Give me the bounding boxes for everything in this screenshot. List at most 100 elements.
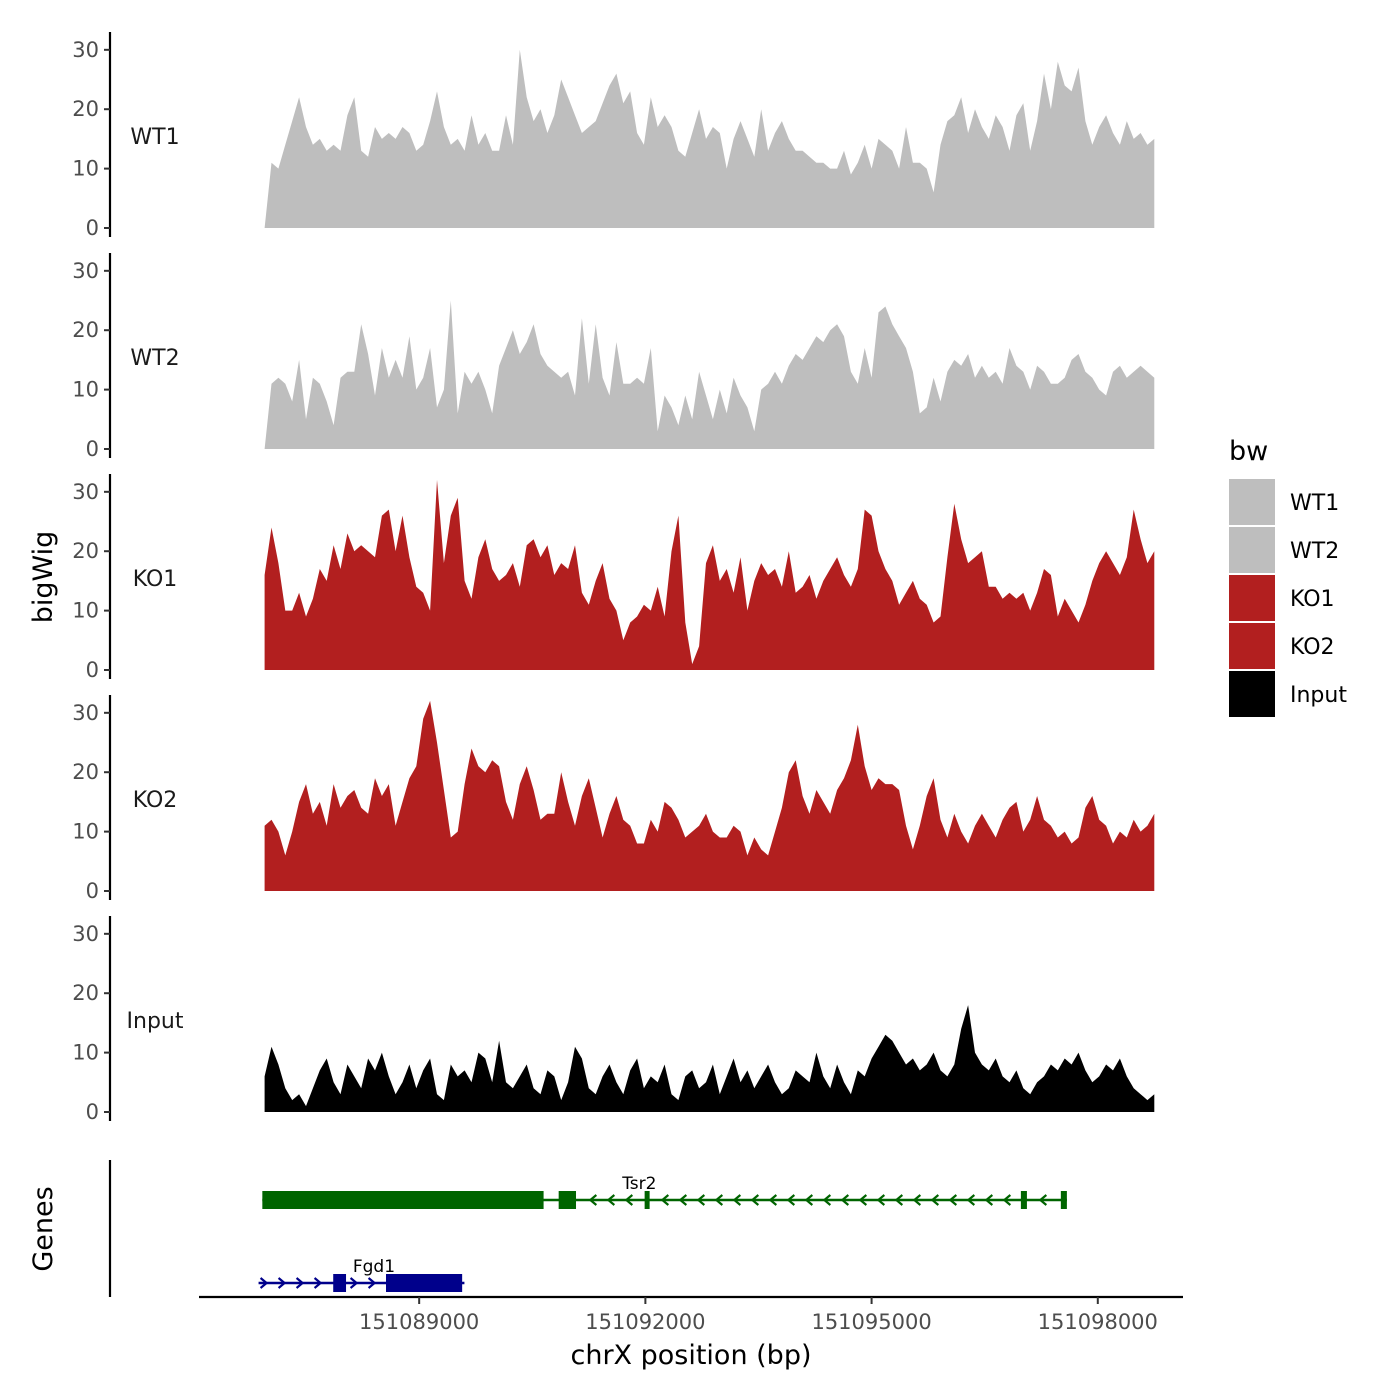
- genes-track-label: Genes: [28, 1186, 59, 1271]
- gene-exon: [385, 1274, 463, 1292]
- strand-chevron: [786, 1194, 796, 1206]
- strand-chevron: [624, 1194, 634, 1206]
- strand-chevron: [750, 1194, 760, 1206]
- gene-exon: [558, 1191, 577, 1209]
- legend-entry-ko1: KO1: [1229, 575, 1335, 621]
- y-tick-label: 0: [86, 216, 99, 240]
- strand-chevron: [1038, 1194, 1048, 1206]
- coverage-tracks: 0 10 20 30 WT1 0 10 20 30 WT2 0 10 20 30 KO1 0 10 20 30 KO2…: [72, 32, 1155, 1124]
- coverage-area-ko1: [264, 479, 1155, 670]
- strand-chevron: [295, 1277, 305, 1289]
- coverage-area-wt1: [264, 49, 1155, 228]
- x-axis: chrX position (bp) 151089000 151092000 151…: [199, 1295, 1183, 1371]
- strand-chevron: [349, 1277, 359, 1289]
- gene-tsr2: Tsr2: [262, 1174, 1067, 1209]
- y-tick-label: 20: [72, 760, 99, 784]
- y-tick-label: 30: [72, 922, 99, 946]
- legend-entry-ko2: KO2: [1229, 623, 1335, 669]
- strand-chevron: [732, 1194, 742, 1206]
- gene-exon: [1060, 1191, 1067, 1209]
- legend-entry-wt1: WT1: [1229, 479, 1339, 525]
- strand-chevron: [714, 1194, 724, 1206]
- legend-label: Input: [1290, 683, 1347, 708]
- strand-chevron: [588, 1194, 598, 1206]
- strand-chevron: [606, 1194, 616, 1206]
- y-tick-label: 10: [72, 1041, 99, 1065]
- strand-chevron: [678, 1194, 688, 1206]
- gene-exon: [644, 1191, 650, 1209]
- strand-chevron: [876, 1194, 886, 1206]
- y-tick-label: 20: [72, 539, 99, 563]
- strand-chevron: [768, 1194, 778, 1206]
- track-label: WT1: [130, 125, 179, 150]
- track-panel-wt1: 0 10 20 30 WT1: [72, 32, 1155, 240]
- y-tick-label: 10: [72, 599, 99, 623]
- gene-label: Tsr2: [621, 1174, 656, 1194]
- strand-chevron: [313, 1277, 323, 1289]
- gene-exon: [333, 1274, 347, 1292]
- y-tick-label: 30: [72, 38, 99, 62]
- gene-label: Fgd1: [353, 1257, 395, 1277]
- y-tick-label: 10: [72, 820, 99, 844]
- coverage-area-wt2: [264, 300, 1155, 449]
- y-tick-label: 30: [72, 259, 99, 283]
- legend-label: WT2: [1290, 539, 1339, 564]
- y-tick-label: 30: [72, 701, 99, 725]
- strand-chevron: [912, 1194, 922, 1206]
- strand-chevron: [930, 1194, 940, 1206]
- track-label: WT2: [130, 346, 179, 371]
- strand-chevron: [966, 1194, 976, 1206]
- legend-label: KO1: [1290, 587, 1335, 612]
- track-label: Input: [127, 1009, 184, 1034]
- genes-track: Genes Tsr2 Fgd1: [28, 1160, 1067, 1297]
- coverage-area-input: [264, 1005, 1155, 1112]
- y-tick-label: 20: [72, 318, 99, 342]
- y-tick-label: 10: [72, 157, 99, 181]
- legend: bw WT1 WT2 KO1 KO2 Input: [1229, 436, 1347, 717]
- x-tick-label: 151095000: [811, 1310, 931, 1334]
- legend-entry-input: Input: [1229, 671, 1347, 717]
- gene-exon: [1020, 1191, 1027, 1209]
- strand-chevron: [259, 1277, 269, 1289]
- gene-fgd1: Fgd1: [258, 1257, 465, 1292]
- legend-swatch: [1229, 671, 1275, 717]
- x-tick-label: 151098000: [1038, 1310, 1158, 1334]
- strand-chevron: [894, 1194, 904, 1206]
- legend-swatch: [1229, 479, 1275, 525]
- strand-chevron: [367, 1277, 377, 1289]
- y-tick-label: 0: [86, 658, 99, 682]
- y-tick-label: 0: [86, 879, 99, 903]
- legend-swatch: [1229, 623, 1275, 669]
- y-tick-label: 30: [72, 480, 99, 504]
- legend-entry-wt2: WT2: [1229, 527, 1339, 573]
- legend-swatch: [1229, 527, 1275, 573]
- strand-chevron: [984, 1194, 994, 1206]
- coverage-area-ko2: [264, 700, 1155, 891]
- track-label: KO2: [133, 788, 178, 813]
- track-panel-ko2: 0 10 20 30 KO2: [72, 695, 1155, 903]
- strand-chevron: [948, 1194, 958, 1206]
- x-tick-label: 151092000: [585, 1310, 705, 1334]
- gene-exon: [262, 1191, 544, 1209]
- y-tick-label: 10: [72, 378, 99, 402]
- x-axis-title: chrX position (bp): [570, 1340, 811, 1371]
- strand-chevron: [858, 1194, 868, 1206]
- legend-title: bw: [1229, 436, 1268, 467]
- y-axis-title: bigWig: [28, 531, 59, 624]
- strand-chevron: [660, 1194, 670, 1206]
- strand-chevron: [840, 1194, 850, 1206]
- legend-swatch: [1229, 575, 1275, 621]
- y-tick-label: 20: [72, 981, 99, 1005]
- y-tick-label: 0: [86, 437, 99, 461]
- track-panel-input: 0 10 20 30 Input: [72, 916, 1155, 1124]
- legend-label: KO2: [1290, 635, 1335, 660]
- legend-label: WT1: [1290, 491, 1339, 516]
- track-panel-wt2: 0 10 20 30 WT2: [72, 253, 1155, 461]
- track-panel-ko1: 0 10 20 30 KO1: [72, 474, 1155, 682]
- strand-chevron: [1002, 1194, 1012, 1206]
- strand-chevron: [822, 1194, 832, 1206]
- track-label: KO1: [133, 567, 178, 592]
- y-tick-label: 0: [86, 1100, 99, 1124]
- strand-chevron: [277, 1277, 287, 1289]
